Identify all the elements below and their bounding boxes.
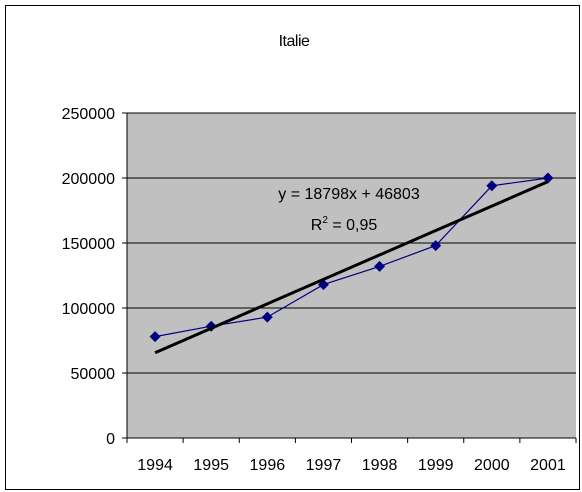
y-tick-label: 100000 bbox=[62, 301, 115, 318]
data-point-marker bbox=[486, 180, 498, 192]
data-point-marker bbox=[149, 331, 161, 343]
chart-title: Italie bbox=[279, 33, 310, 50]
x-tick-label: 1995 bbox=[193, 457, 229, 474]
trendline-equation: y = 18798x + 46803 R2 = 0,95 bbox=[278, 186, 420, 234]
r-squared-value: = 0,95 bbox=[328, 217, 377, 234]
r-squared-text: R2 = 0,95 bbox=[311, 215, 378, 234]
axes bbox=[122, 112, 577, 443]
y-tick-label: 150000 bbox=[62, 236, 115, 253]
y-tick-label: 200000 bbox=[62, 171, 115, 188]
x-tick-label: 1996 bbox=[250, 457, 286, 474]
data-point-marker bbox=[261, 311, 273, 323]
data-point-marker bbox=[430, 240, 442, 252]
data-point-marker bbox=[374, 260, 386, 272]
x-tick-label: 2001 bbox=[530, 457, 566, 474]
gridlines bbox=[127, 112, 576, 374]
trendline bbox=[154, 180, 549, 355]
r-squared-superscript: 2 bbox=[322, 215, 328, 226]
data-point-marker bbox=[542, 172, 554, 184]
y-tick-label: 250000 bbox=[62, 106, 115, 123]
trendline-equation-text: y = 18798x + 46803 bbox=[278, 186, 420, 203]
r-squared-label: R bbox=[311, 217, 323, 234]
x-tick-labels: 1994 1995 1996 1997 1998 1999 2000 2001 bbox=[137, 457, 566, 474]
x-tick-label: 1998 bbox=[362, 457, 398, 474]
x-tick-label: 1997 bbox=[306, 457, 342, 474]
y-tick-labels: 0 50000 100000 150000 200000 250000 bbox=[62, 106, 115, 448]
x-tick-label: 1994 bbox=[137, 457, 173, 474]
trendline-group bbox=[154, 180, 549, 355]
y-tick-label: 50000 bbox=[71, 366, 116, 383]
x-tick-label: 1999 bbox=[418, 457, 454, 474]
x-tick-label: 2000 bbox=[474, 457, 510, 474]
y-tick-label: 0 bbox=[106, 431, 115, 448]
